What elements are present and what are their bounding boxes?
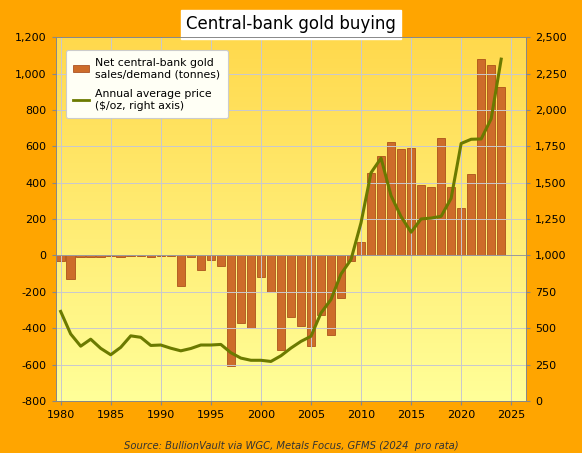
Bar [237,255,245,323]
Bar [447,187,455,255]
Bar [367,173,375,255]
Bar [497,87,505,255]
Bar [107,255,115,256]
Bar [407,148,416,255]
Bar [187,255,195,257]
Bar [297,255,305,326]
Bar [427,187,435,255]
Bar [467,173,475,255]
Bar [357,242,365,255]
Bar [276,255,285,350]
Bar [477,59,485,255]
Bar [147,255,155,257]
Bar [166,255,175,256]
Title: Central-bank gold buying: Central-bank gold buying [186,15,396,33]
Bar [457,208,466,255]
Bar [116,255,125,257]
Bar [487,65,495,255]
Bar [347,255,355,261]
Bar [247,255,255,328]
Bar [337,255,345,298]
Bar [377,156,385,255]
Bar [397,149,405,255]
Bar [137,255,145,256]
Bar [327,255,335,335]
Legend: Net central-bank gold
sales/demand (tonnes), Annual average price
($/oz, right a: Net central-bank gold sales/demand (tonn… [66,50,228,118]
Bar [437,138,445,255]
Bar [317,255,325,315]
Bar [307,255,315,347]
Bar [207,255,215,260]
Bar [257,255,265,277]
Bar [157,255,165,256]
Text: Source: BullionVault via WGC, Metals Focus, GFMS (2024  pro rata): Source: BullionVault via WGC, Metals Foc… [124,441,458,451]
Bar [267,255,275,292]
Bar [417,185,425,255]
Bar [87,255,95,257]
Bar [56,255,65,261]
Bar [387,142,395,255]
Bar [126,255,135,256]
Bar [66,255,75,279]
Bar [176,255,185,286]
Bar [287,255,295,317]
Bar [226,255,235,366]
Bar [197,255,205,270]
Bar [76,255,85,257]
Bar [217,255,225,266]
Bar [97,255,105,257]
